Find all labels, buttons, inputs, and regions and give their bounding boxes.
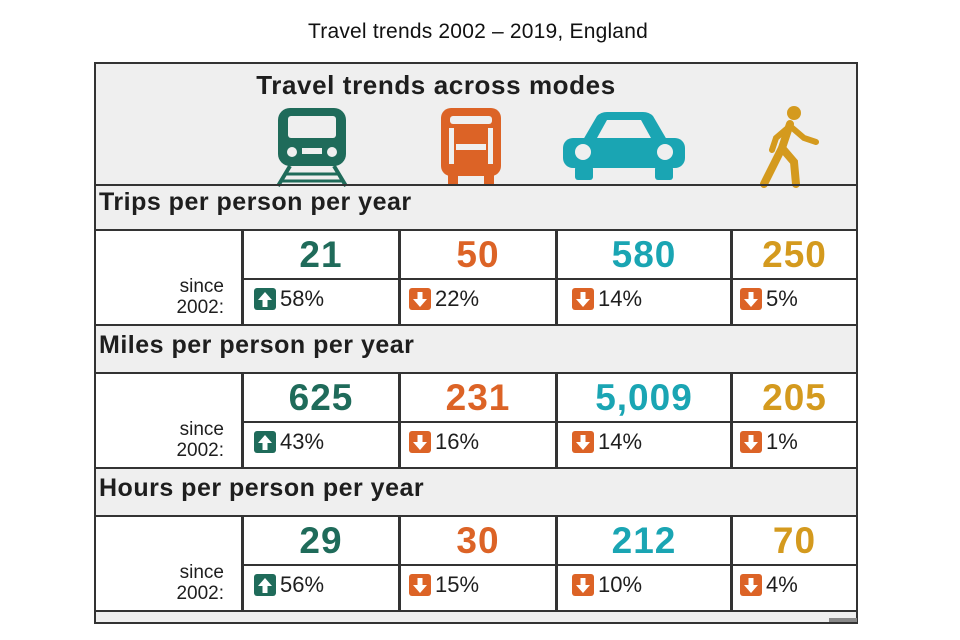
- down-arrow-icon: [409, 431, 431, 453]
- down-arrow-icon: [409, 574, 431, 596]
- divider: [96, 515, 856, 517]
- divider: [555, 374, 558, 467]
- down-arrow-icon: [740, 574, 762, 596]
- bus-icon: [441, 108, 501, 184]
- divider: [96, 229, 856, 231]
- hours-bus-change: 15%: [409, 572, 479, 598]
- hours-train-value: 29: [299, 520, 343, 561]
- miles-bus-change: 16%: [409, 429, 479, 455]
- divider: [241, 374, 244, 467]
- since-cell: [96, 517, 241, 610]
- up-arrow-icon: [254, 288, 276, 310]
- divider: [555, 517, 558, 610]
- divider: [398, 374, 401, 467]
- down-arrow-icon: [740, 288, 762, 310]
- divider: [241, 231, 244, 324]
- hours-bus-value: 30: [456, 520, 500, 561]
- since-label: since 2002:: [176, 276, 224, 318]
- divider: [96, 184, 856, 186]
- since-label: since 2002:: [176, 419, 224, 461]
- trips-walk-change: 5%: [740, 286, 798, 312]
- since-label: since 2002:: [176, 562, 224, 604]
- miles-walk-change: 1%: [740, 429, 798, 455]
- down-arrow-icon: [572, 431, 594, 453]
- section-title-trips: Trips per person per year: [99, 188, 412, 216]
- hours-car-value: 212: [611, 520, 677, 561]
- divider: [96, 610, 856, 612]
- divider: [96, 467, 856, 469]
- miles-train-value: 625: [288, 377, 354, 418]
- train-icon: [276, 108, 348, 188]
- trips-car-value: 580: [611, 234, 677, 275]
- travel-trends-panel: Travel trends across modes Tri: [94, 62, 858, 624]
- up-arrow-icon: [254, 431, 276, 453]
- page-title: Travel trends 2002 – 2019, England: [308, 20, 648, 43]
- hours-car-change: 10%: [572, 572, 642, 598]
- divider: [398, 517, 401, 610]
- down-arrow-icon: [572, 288, 594, 310]
- hours-walk-change: 4%: [740, 572, 798, 598]
- walking-person-icon: [760, 106, 819, 188]
- divider: [398, 231, 401, 324]
- up-arrow-icon: [254, 574, 276, 596]
- miles-car-value: 5,009: [595, 377, 693, 418]
- divider: [730, 231, 733, 324]
- divider: [241, 517, 244, 610]
- miles-train-change: 43%: [254, 429, 324, 455]
- divider: [730, 517, 733, 610]
- trips-train-change: 58%: [254, 286, 324, 312]
- divider: [242, 278, 856, 280]
- trips-bus-value: 50: [456, 234, 500, 275]
- trips-walk-value: 250: [762, 234, 827, 275]
- down-arrow-icon: [740, 431, 762, 453]
- divider: [96, 324, 856, 326]
- divider: [96, 372, 856, 374]
- section-title-hours: Hours per person per year: [99, 474, 425, 502]
- trips-car-change: 14%: [572, 286, 642, 312]
- divider: [242, 421, 856, 423]
- bottom-marker: [829, 618, 857, 622]
- car-icon: [563, 112, 685, 180]
- divider: [730, 374, 733, 467]
- miles-car-change: 14%: [572, 429, 642, 455]
- hours-walk-value: 70: [772, 520, 817, 561]
- section-title-miles: Miles per person per year: [99, 331, 415, 359]
- divider: [242, 564, 856, 566]
- miles-walk-value: 205: [762, 377, 827, 418]
- miles-bus-value: 231: [445, 377, 511, 418]
- down-arrow-icon: [572, 574, 594, 596]
- trips-bus-change: 22%: [409, 286, 479, 312]
- down-arrow-icon: [409, 288, 431, 310]
- since-cell: [96, 231, 241, 324]
- since-cell: [96, 374, 241, 467]
- trips-train-value: 21: [299, 234, 343, 275]
- hours-train-change: 56%: [254, 572, 324, 598]
- panel-heading: Travel trends across modes: [256, 70, 616, 100]
- divider: [555, 231, 558, 324]
